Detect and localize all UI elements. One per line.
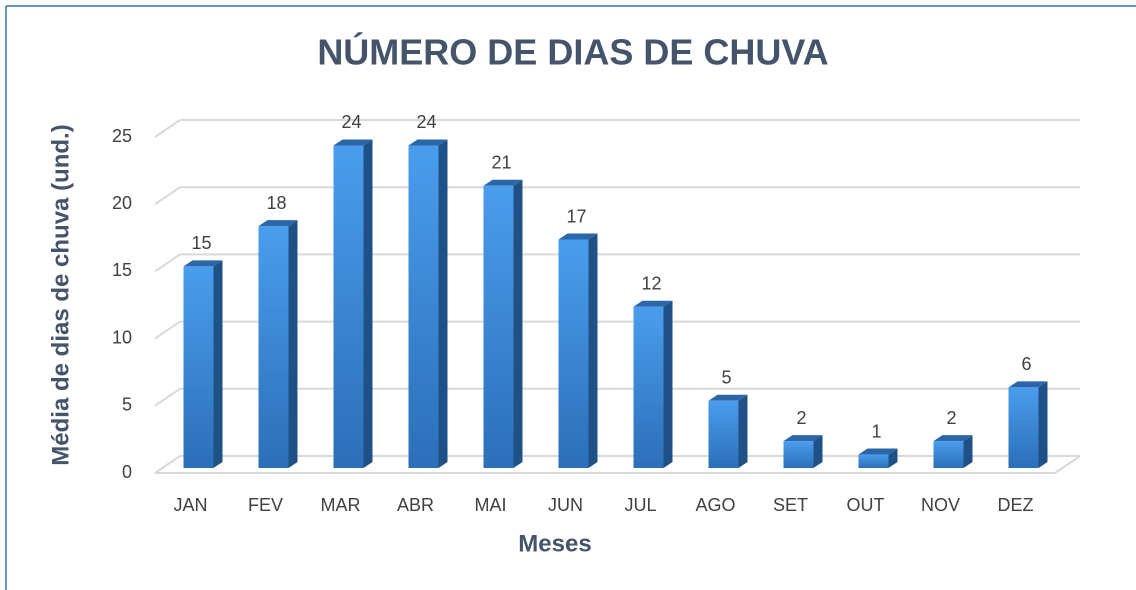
bar — [483, 179, 523, 468]
data-label: 2 — [796, 408, 806, 428]
grid-line-side — [154, 253, 181, 273]
grid-line-side — [154, 119, 181, 138]
bar — [333, 139, 373, 468]
bar-front — [783, 441, 814, 468]
bar-top — [258, 220, 298, 227]
bar — [933, 435, 973, 468]
x-tick-label: FEV — [248, 495, 283, 515]
x-tick-label: SET — [773, 495, 808, 515]
bar-side — [513, 179, 523, 468]
bar-front — [858, 454, 889, 468]
bar-top — [858, 448, 898, 455]
bar-side — [1038, 381, 1048, 468]
bar-top — [1008, 381, 1048, 388]
bar-front — [183, 266, 214, 468]
y-tick-label: 25 — [112, 126, 132, 146]
bar-top — [558, 233, 598, 240]
bar-top — [333, 139, 373, 146]
bar-top — [633, 300, 673, 307]
y-tick-label: 20 — [112, 193, 132, 213]
bar — [408, 139, 448, 468]
x-axis-label: Meses — [518, 530, 591, 557]
bar-side — [888, 448, 898, 468]
x-tick-label: NOV — [921, 495, 960, 515]
bar-front — [1008, 387, 1039, 468]
x-tick-label: ABR — [397, 495, 434, 515]
data-label: 1 — [871, 421, 881, 441]
data-label: 6 — [1021, 354, 1031, 374]
bar-front — [633, 306, 664, 468]
bar — [558, 233, 598, 468]
bar-front — [708, 400, 739, 468]
bar — [1008, 381, 1048, 468]
bar-side — [288, 220, 298, 468]
bar-front — [558, 239, 589, 468]
bar-side — [363, 139, 373, 468]
bar-side — [438, 139, 448, 468]
y-tick-label: 15 — [112, 260, 132, 280]
x-tick-label: JUN — [548, 495, 583, 515]
bar-side — [588, 233, 598, 468]
data-label: 21 — [491, 153, 511, 173]
bar — [708, 394, 748, 468]
bar-side — [213, 260, 223, 468]
y-axis-label: Média de dias de chuva (und.) — [47, 124, 74, 465]
bar-top — [708, 394, 748, 401]
x-tick-label: JAN — [173, 495, 207, 515]
bar-side — [963, 435, 973, 468]
x-tick-label: AGO — [695, 495, 735, 515]
y-tick-label: 10 — [112, 327, 132, 347]
bar-top — [783, 435, 823, 442]
x-tick-label: DEZ — [998, 495, 1034, 515]
x-tick-label: OUT — [847, 495, 885, 515]
bar-top — [483, 179, 523, 186]
bar-side — [738, 394, 748, 468]
data-label: 2 — [946, 408, 956, 428]
data-label: 18 — [266, 193, 286, 213]
y-tick-label: 5 — [122, 395, 132, 415]
bar-side — [663, 300, 673, 468]
x-tick-label: MAR — [321, 495, 361, 515]
data-label: 17 — [566, 206, 586, 226]
bar — [633, 300, 673, 468]
data-label: 15 — [191, 233, 211, 253]
grid-line-side — [154, 320, 181, 340]
bar-top — [408, 139, 448, 146]
data-label: 24 — [416, 112, 436, 132]
grid-line-side — [154, 186, 181, 206]
grid-line-side — [154, 455, 181, 474]
bar-front — [408, 145, 439, 468]
data-label: 24 — [341, 112, 361, 132]
chart-title: NÚMERO DE DIAS DE CHUVA — [317, 31, 828, 73]
bar-front — [333, 145, 364, 468]
bar-top — [183, 260, 223, 267]
bar — [783, 435, 823, 468]
bar-front — [933, 441, 964, 468]
bar-side — [813, 435, 823, 468]
bar-top — [933, 435, 973, 442]
bar — [183, 260, 223, 468]
bar-front — [258, 226, 289, 468]
x-tick-label: JUL — [624, 495, 656, 515]
bar — [258, 220, 298, 468]
x-tick-label: MAI — [474, 495, 506, 515]
data-label: 5 — [721, 368, 731, 388]
data-label: 12 — [641, 273, 661, 293]
y-tick-label: 0 — [122, 462, 132, 482]
bar-front — [483, 185, 514, 468]
x-axis-floor — [1054, 455, 1081, 474]
grid-line-side — [154, 387, 181, 407]
bar — [858, 448, 898, 468]
